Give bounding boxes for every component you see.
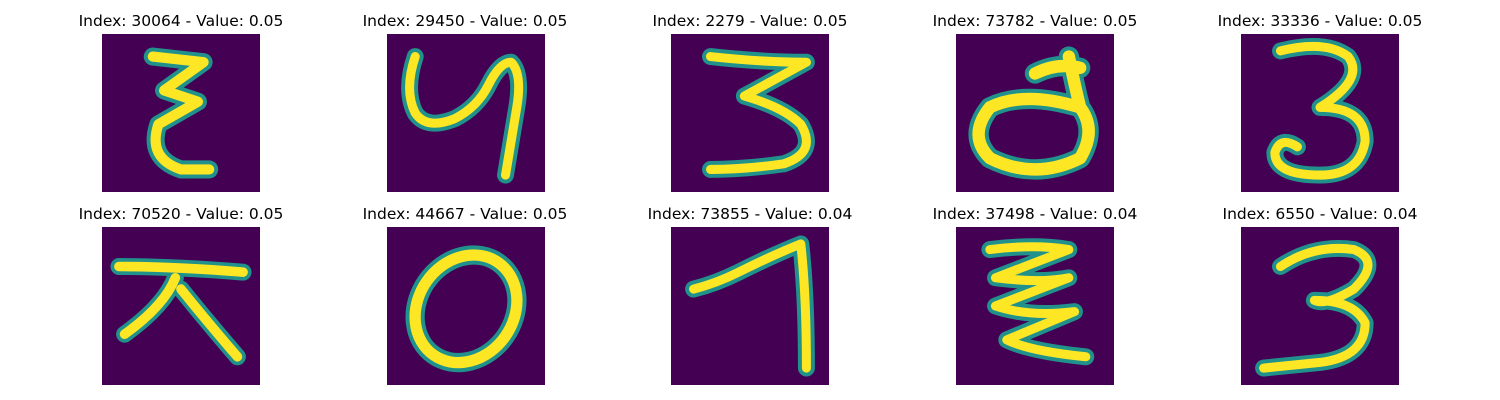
panel-title-9: Index: 37498 - Value: 0.04 — [932, 205, 1138, 223]
panel-title-1: Index: 30064 - Value: 0.05 — [78, 12, 284, 30]
digit-image-5 — [1241, 34, 1399, 192]
digit-image-3 — [671, 34, 829, 192]
digit-glyph-7 — [405, 245, 527, 373]
panel-title-5: Index: 33336 - Value: 0.05 — [1217, 12, 1423, 30]
digit-image-7 — [387, 227, 545, 385]
digit-image-1 — [102, 34, 260, 192]
panel-title-6: Index: 70520 - Value: 0.05 — [78, 205, 284, 223]
digit-glyph-1 — [143, 47, 219, 179]
digit-glyph-8 — [685, 235, 815, 377]
digit-glyph-6 — [110, 258, 252, 366]
digit-glyph-10 — [1255, 239, 1377, 377]
digit-image-2 — [387, 34, 545, 192]
digit-glyph-5 — [1266, 38, 1374, 184]
panel-title-7: Index: 44667 - Value: 0.05 — [362, 205, 568, 223]
digit-image-9 — [956, 227, 1114, 385]
digit-glyph-9 — [981, 238, 1095, 366]
panel-title-4: Index: 73782 - Value: 0.05 — [932, 12, 1138, 30]
panel-title-10: Index: 6550 - Value: 0.04 — [1222, 205, 1418, 223]
digit-glyph-3 — [702, 48, 815, 178]
panel-title-2: Index: 29450 - Value: 0.05 — [362, 12, 568, 30]
panel-title-3: Index: 2279 - Value: 0.05 — [652, 12, 848, 30]
digit-image-10 — [1241, 227, 1399, 385]
digit-glyph-2 — [401, 48, 528, 184]
digit-glyph-4 — [968, 46, 1099, 180]
digit-image-6 — [102, 227, 260, 385]
digit-image-8 — [671, 227, 829, 385]
panel-title-8: Index: 73855 - Value: 0.04 — [647, 205, 853, 223]
digit-image-4 — [956, 34, 1114, 192]
